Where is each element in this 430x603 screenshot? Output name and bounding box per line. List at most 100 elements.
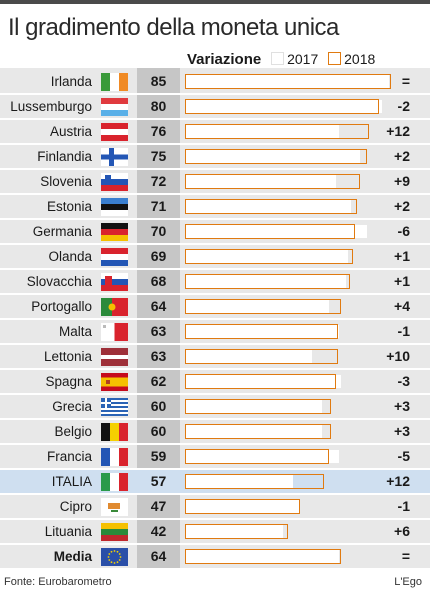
row-separator [0,168,430,170]
legend-2018-label: 2018 [344,51,376,67]
bar-2017 [185,225,367,238]
country-label: Cipro [59,499,92,514]
score-2018-label: 85 [150,73,167,89]
score-2018-label: 70 [150,223,167,239]
country-label: ITALIA [51,474,92,489]
bar-2018 [185,224,355,239]
bar-2018 [185,324,338,339]
country-label: Finlandia [37,149,92,164]
score-2018-label: 68 [150,273,167,289]
bar-2017 [185,325,339,338]
score-2018-label: 69 [150,248,167,264]
row-separator [0,193,430,195]
change-label: +2 [394,198,410,214]
bar-2018 [185,349,338,364]
bar-2017 [185,275,346,288]
bar-2017 [185,250,348,263]
change-label: +12 [386,473,410,489]
country-label: Germania [32,224,92,239]
table-row: Slovacchia 68 +1 [0,270,430,293]
bar-2017 [185,500,300,513]
score-2018-label: 71 [150,198,167,214]
bar-2017 [185,75,389,88]
bar-2017 [185,550,339,563]
bar-2018 [185,99,379,114]
country-label: Lussemburgo [10,99,92,114]
table-row: Lussemburgo 80 -2 [0,95,430,118]
score-2018-label: 80 [150,98,167,114]
change-label: +3 [394,423,410,439]
score-2018-label: 62 [150,373,167,389]
credit-note: L'Ego [394,576,422,588]
change-label: = [401,548,410,564]
change-label: = [401,73,410,89]
table-row: Lituania 42 +6 [0,520,430,543]
score-2018-label: 72 [150,173,167,189]
row-separator [0,93,430,95]
austria-flag [101,123,128,141]
legend-swatch-2018 [328,52,342,65]
score-2018-label: 57 [150,473,167,489]
greece-flag [101,398,128,416]
table-row: Portogallo 64 +4 [0,295,430,318]
row-separator [0,293,430,295]
change-label: +6 [394,523,410,539]
row-separator [0,318,430,320]
finland-flag [101,148,128,166]
bar-2017 [185,400,322,413]
slovenia-flag [101,173,128,191]
france-flag [101,448,128,466]
germany-flag [101,223,128,241]
score-2018-label: 42 [150,523,167,539]
estonia-flag [101,198,128,216]
table-row: Slovenia 72 +9 [0,170,430,193]
change-label: +12 [386,123,410,139]
bar-2017 [185,100,382,113]
country-label: Lituania [44,524,92,539]
bar-2017 [185,475,293,488]
country-label: Lettonia [43,349,92,364]
bar-2018 [185,124,369,139]
luxembourg-flag [101,98,128,116]
bar-2018 [185,174,360,189]
bar-2018 [185,424,331,439]
row-separator [0,468,430,470]
bar-2018 [185,549,341,564]
malta-flag [101,323,128,341]
lithuania-flag [101,523,128,541]
bar-2017 [185,150,360,163]
bar-2018 [185,74,391,89]
row-separator [0,493,430,495]
italy-flag [101,473,128,491]
row-separator [0,343,430,345]
country-label: Grecia [52,399,92,414]
table-row: Spagna 62 -3 [0,370,430,393]
bar-2018 [185,474,324,489]
table-row: Media 64 = [0,545,430,568]
score-2018-label: 59 [150,448,167,464]
bar-2017 [185,350,312,363]
row-separator [0,268,430,270]
belgium-flag [101,423,128,441]
country-label: Irlanda [50,74,92,89]
change-label: +2 [394,148,410,164]
change-label: +1 [394,273,410,289]
slovakia-flag [101,273,128,291]
bar-2017 [185,375,341,388]
bar-2018 [185,449,329,464]
bar-2018 [185,524,288,539]
netherlands-flag [101,248,128,266]
bar-2018 [185,399,331,414]
portugal-flag [101,298,128,316]
change-label: +4 [394,298,410,314]
bar-2017 [185,425,322,438]
score-2018-label: 64 [150,548,167,564]
bar-2018 [185,374,336,389]
table-row: Germania 70 -6 [0,220,430,243]
country-label: Austria [49,124,92,139]
row-separator [0,393,430,395]
score-2018-label: 64 [150,298,167,314]
score-2018-label: 63 [150,348,167,364]
change-label: -6 [397,223,410,239]
table-row: Francia 59 -5 [0,445,430,468]
